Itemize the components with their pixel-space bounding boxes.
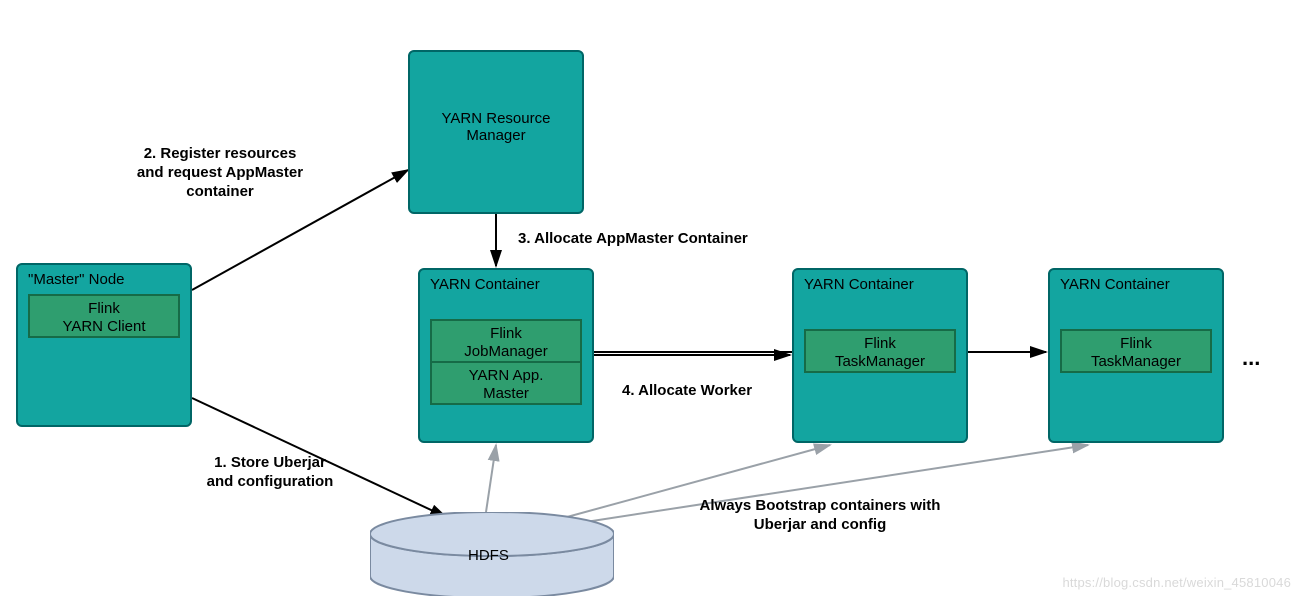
hdfs-cylinder: HDFS	[370, 512, 614, 596]
yarn-rm-title: YARN Resource Manager	[442, 110, 551, 144]
flink-taskmanager-1-box: Flink TaskManager	[804, 329, 956, 373]
yarn-resource-manager-node: YARN Resource Manager	[408, 50, 584, 214]
step-4-label: 4. Allocate Worker	[622, 382, 822, 401]
yarn-c3-title: YARN Container	[1060, 276, 1212, 293]
watermark-text: https://blog.csdn.net/weixin_45810046	[1062, 575, 1291, 590]
ellipsis-more-containers: ...	[1242, 345, 1260, 371]
yarn-c2-title: YARN Container	[804, 276, 956, 293]
yarn-container-3-node: YARN Container Flink TaskManager	[1048, 268, 1224, 443]
yarn-app-master-box: YARN App. Master	[430, 361, 582, 405]
yarn-c1-title: YARN Container	[430, 276, 582, 293]
flink-taskmanager-2-box: Flink TaskManager	[1060, 329, 1212, 373]
hdfs-label: HDFS	[468, 547, 509, 564]
bootstrap-label: Always Bootstrap containers with Uberjar…	[660, 497, 980, 535]
flink-jobmanager-box: Flink JobManager	[430, 319, 582, 363]
flink-yarn-client-box: Flink YARN Client	[28, 294, 180, 338]
diagram-canvas: HDFS "Master" Node Flink YARN Client YAR…	[0, 0, 1299, 596]
master-node: "Master" Node Flink YARN Client	[16, 263, 192, 427]
step-1-label: 1. Store Uberjar and configuration	[170, 454, 370, 492]
yarn-container-1-node: YARN Container Flink JobManager YARN App…	[418, 268, 594, 443]
step-2-label: 2. Register resources and request AppMas…	[90, 145, 350, 201]
step-3-label: 3. Allocate AppMaster Container	[518, 230, 838, 249]
yarn-container-2-node: YARN Container Flink TaskManager	[792, 268, 968, 443]
master-node-title: "Master" Node	[28, 271, 180, 288]
